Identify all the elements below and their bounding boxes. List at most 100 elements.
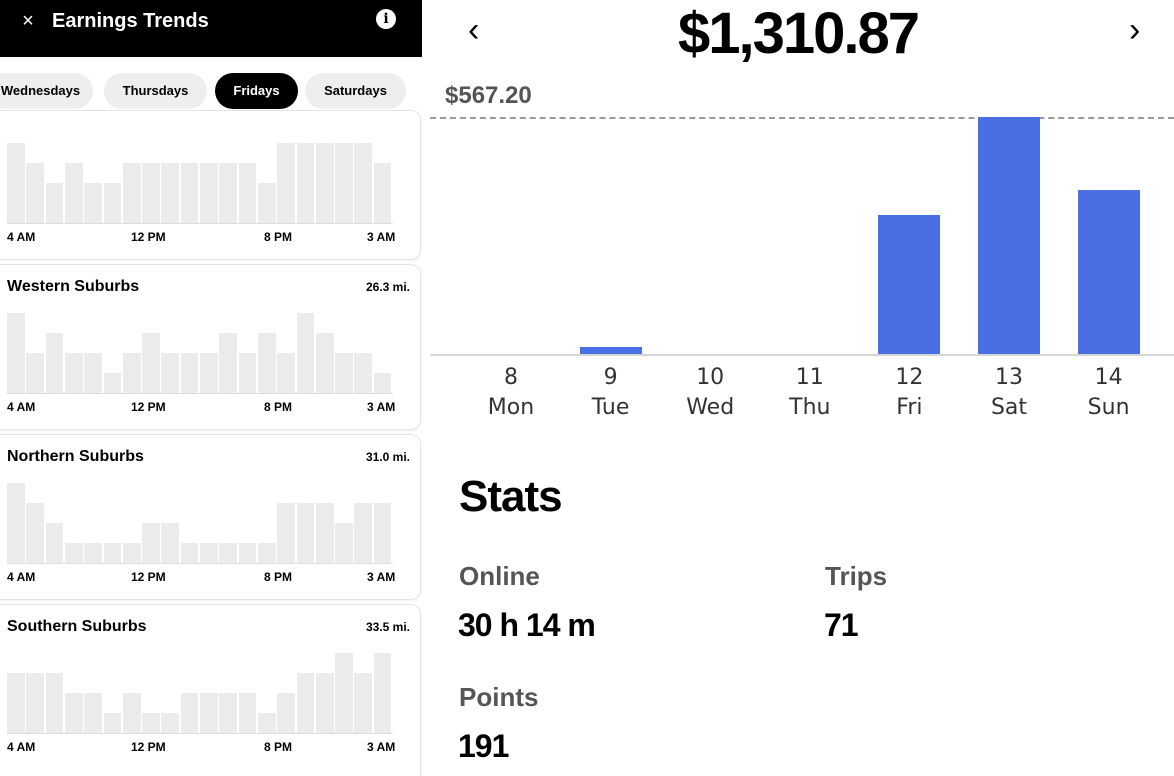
hourly-bar bbox=[354, 353, 373, 393]
hourly-bar bbox=[373, 653, 392, 733]
area-card[interactable]: 4 AM 12 PM 8 PM 3 AM bbox=[0, 110, 421, 260]
chevron-left-icon[interactable]: ‹ bbox=[468, 11, 480, 49]
hourly-bar bbox=[238, 353, 257, 393]
day-name-label: Thu bbox=[789, 395, 831, 420]
hourly-bar bbox=[354, 673, 373, 733]
hour-label-8pm: 8 PM bbox=[264, 570, 293, 584]
hour-label-8pm: 8 PM bbox=[264, 400, 293, 414]
close-icon[interactable]: × bbox=[22, 10, 34, 32]
hourly-bar bbox=[335, 653, 353, 733]
hourly-bar bbox=[45, 333, 64, 393]
hourly-chart bbox=[7, 143, 393, 224]
hourly-bar bbox=[277, 503, 295, 563]
hourly-bar bbox=[257, 543, 276, 563]
hourly-bar bbox=[26, 353, 45, 393]
hourly-bar bbox=[7, 313, 25, 393]
area-card-western-suburbs[interactable]: Western Suburbs 26.3 mi. 4 AM 12 PM 8 PM… bbox=[0, 264, 421, 430]
hour-label-12pm: 12 PM bbox=[131, 570, 166, 584]
hourly-bar bbox=[122, 163, 141, 223]
hourly-bar bbox=[335, 143, 353, 223]
hourly-bar bbox=[335, 353, 353, 393]
hourly-bar bbox=[373, 373, 392, 393]
hourly-bar bbox=[315, 673, 334, 733]
hourly-bar bbox=[26, 673, 45, 733]
chevron-right-icon[interactable]: › bbox=[1129, 11, 1141, 49]
hourly-bar bbox=[296, 503, 315, 563]
tab-fridays[interactable]: Fridays bbox=[215, 73, 298, 109]
hourly-bar bbox=[84, 353, 102, 393]
hourly-bar bbox=[7, 673, 25, 733]
hourly-bar bbox=[180, 693, 199, 733]
area-name: Southern Suburbs bbox=[7, 618, 147, 635]
hourly-bar bbox=[200, 543, 218, 563]
hourly-bar bbox=[257, 333, 276, 393]
hourly-bar bbox=[315, 333, 334, 393]
day-name-label: Fri bbox=[896, 395, 923, 420]
hourly-chart bbox=[7, 483, 393, 564]
hourly-bar bbox=[103, 373, 122, 393]
hour-label-3am: 3 AM bbox=[367, 400, 396, 414]
hourly-bar bbox=[296, 313, 315, 393]
hourly-bar bbox=[315, 143, 334, 223]
day-name-label: Mon bbox=[487, 395, 535, 420]
hour-label-12pm: 12 PM bbox=[131, 740, 166, 754]
points-value: 191 bbox=[458, 728, 509, 764]
hour-label-4am: 4 AM bbox=[7, 400, 36, 414]
points-label: Points bbox=[459, 682, 539, 712]
hourly-bar bbox=[238, 543, 257, 563]
hourly-bar bbox=[103, 713, 122, 733]
hourly-bar bbox=[373, 503, 392, 563]
chart-max-label: $567.20 bbox=[445, 82, 532, 109]
hourly-bar bbox=[142, 163, 160, 223]
hourly-bar bbox=[64, 693, 83, 733]
hour-label-4am: 4 AM bbox=[7, 570, 36, 584]
day-bar-sun[interactable] bbox=[1077, 189, 1140, 354]
hour-label-8pm: 8 PM bbox=[264, 740, 293, 754]
hourly-bar bbox=[277, 143, 295, 223]
hourly-bar bbox=[64, 163, 83, 223]
hour-label-3am: 3 AM bbox=[367, 570, 396, 584]
hourly-bar bbox=[45, 183, 64, 223]
trips-value: 71 bbox=[824, 607, 859, 643]
area-card-northern-suburbs[interactable]: Northern Suburbs 31.0 mi. 4 AM 12 PM 8 P… bbox=[0, 434, 421, 600]
max-reference-line bbox=[430, 117, 1174, 119]
hourly-bar bbox=[122, 543, 141, 563]
area-card-southern-suburbs[interactable]: Southern Suburbs 33.5 mi. 4 AM 12 PM 8 P… bbox=[0, 604, 421, 776]
panel-header: × Earnings Trends i bbox=[0, 0, 422, 57]
tab-saturdays[interactable]: Saturdays bbox=[305, 73, 406, 109]
hourly-bar bbox=[200, 353, 218, 393]
hourly-bar bbox=[180, 163, 199, 223]
tab-thursdays[interactable]: Thursdays bbox=[104, 73, 207, 109]
day-bar-tue[interactable] bbox=[579, 346, 642, 354]
hourly-bar bbox=[277, 353, 295, 393]
day-name-label: Sat bbox=[990, 395, 1028, 420]
hourly-bar bbox=[219, 163, 238, 223]
hour-label-4am: 4 AM bbox=[7, 740, 36, 754]
hourly-bar bbox=[219, 693, 238, 733]
hourly-bar bbox=[142, 333, 160, 393]
day-date-label: 14 bbox=[1094, 365, 1123, 390]
info-icon[interactable]: i bbox=[376, 9, 396, 29]
day-bar-sat[interactable] bbox=[978, 117, 1040, 354]
day-bar-fri[interactable] bbox=[878, 214, 941, 354]
hourly-bar bbox=[354, 503, 373, 563]
hourly-bar bbox=[161, 713, 180, 733]
hourly-bar bbox=[180, 353, 199, 393]
day-date-label: 10 bbox=[696, 365, 725, 390]
chart-baseline bbox=[430, 354, 1174, 356]
hourly-bar bbox=[142, 523, 160, 563]
tab-wednesdays[interactable]: Wednesdays bbox=[0, 73, 93, 109]
hour-label-12pm: 12 PM bbox=[131, 400, 166, 414]
hour-label-12pm: 12 PM bbox=[131, 230, 166, 244]
earnings-trends-panel: × Earnings Trends i Wednesdays Thursdays… bbox=[0, 0, 422, 776]
hourly-bar bbox=[142, 713, 160, 733]
hourly-bar bbox=[315, 503, 334, 563]
day-name-label: Sun bbox=[1087, 395, 1130, 420]
day-date-label: 12 bbox=[895, 365, 924, 390]
hourly-bar bbox=[161, 353, 180, 393]
hourly-bar bbox=[200, 163, 218, 223]
weekly-earnings-panel: ‹ $1,310.87 › $567.20 8 Mon 9 Tue 10 Wed 11 Thu… bbox=[422, 0, 1174, 776]
day-date-label: 11 bbox=[795, 365, 824, 390]
hourly-bar bbox=[277, 693, 295, 733]
day-date-label: 13 bbox=[995, 365, 1023, 390]
